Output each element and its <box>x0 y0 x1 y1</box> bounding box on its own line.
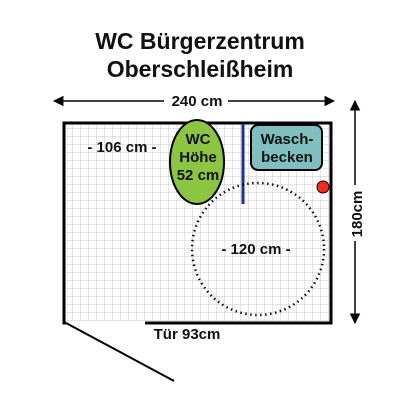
height-label: 180cm <box>349 191 366 238</box>
title-line-2: Oberschleißheim <box>106 56 294 82</box>
width-label-bg <box>164 90 228 110</box>
wc-fixture <box>169 119 225 205</box>
title-line-1: WC Bürgerzentrum <box>95 28 305 54</box>
sink-fixture <box>250 124 323 171</box>
wc-height-label: Höhe <box>179 149 217 166</box>
door-leaf <box>65 322 175 382</box>
wall-distance-label: - 106 cm - <box>87 139 156 156</box>
sink-label-line-2: becken <box>261 149 313 166</box>
alarm-button <box>316 180 330 194</box>
wc-label: WC <box>186 131 211 148</box>
turning-circle-label: - 120 cm - <box>221 241 290 258</box>
wc-height-value: 52 cm <box>177 167 220 184</box>
width-label: 240 cm <box>172 93 223 110</box>
height-label-bg <box>345 185 367 241</box>
door-label: Tür 93cm <box>154 326 221 343</box>
sink-label-line-1: Wasch- <box>261 131 314 148</box>
turning-circle <box>190 181 326 317</box>
